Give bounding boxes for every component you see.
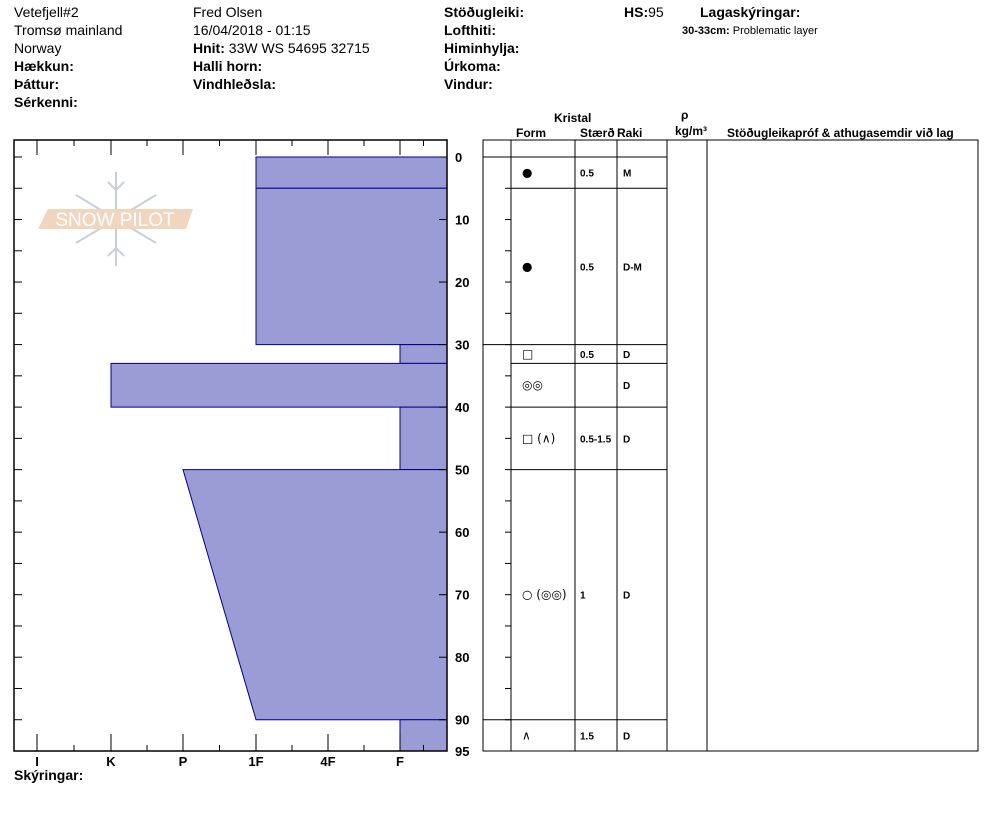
grain-form-symbol: □ bbox=[522, 347, 533, 361]
coords-value: 33W WS 54695 32715 bbox=[228, 40, 370, 56]
location-name: Vetefjell#2 bbox=[14, 4, 79, 20]
y-tick-label: 20 bbox=[455, 275, 469, 290]
elevation-label: Hækkun: bbox=[14, 58, 74, 74]
sky-cover-label: Himinhylja: bbox=[444, 40, 520, 56]
moisture: D bbox=[623, 434, 630, 445]
aspect-label: Þáttur: bbox=[14, 76, 60, 92]
hardness-bar-3 bbox=[110, 362, 448, 408]
snowpilot-logo: SNOW PILOT bbox=[38, 172, 193, 266]
legend-label: Skýringar: bbox=[14, 767, 84, 783]
rho-header: ρ bbox=[681, 108, 689, 122]
hardness-bar-5 bbox=[182, 469, 448, 721]
y-tick-label: 40 bbox=[455, 400, 469, 415]
layer-note: 30-33cm: Problematic layer bbox=[682, 22, 818, 40]
y-tick-label: 50 bbox=[455, 463, 469, 478]
layer-note-text: Problematic layer bbox=[732, 25, 818, 37]
air-temp-label: Lofthiti: bbox=[444, 22, 497, 38]
coordinates: Hnit: 33W WS 54695 32715 bbox=[193, 39, 370, 57]
location-country: Norway bbox=[14, 40, 62, 56]
moisture-header: Raki bbox=[617, 126, 643, 140]
logo-banner bbox=[38, 209, 193, 229]
layer-table-frame bbox=[482, 139, 979, 752]
y-tick-label: 90 bbox=[455, 713, 469, 728]
x-tick-label: P bbox=[179, 754, 188, 769]
y-tick-label: 95 bbox=[455, 744, 469, 759]
grain-size: 0.5 bbox=[580, 350, 594, 361]
hs-label: HS: bbox=[624, 4, 649, 20]
logo-text: SNOW PILOT bbox=[55, 210, 175, 231]
location-region: Tromsø mainland bbox=[14, 22, 123, 38]
x-tick-label: F bbox=[396, 754, 404, 769]
grain-size: 1 bbox=[580, 591, 586, 602]
grain-size: 0.5 bbox=[580, 169, 594, 180]
grain-size: 1.5 bbox=[580, 731, 594, 742]
moisture: D bbox=[623, 381, 630, 392]
slope-angle-label: Halli horn: bbox=[193, 58, 263, 74]
y-tick-label: 10 bbox=[455, 213, 469, 228]
size-header: Stærð bbox=[580, 126, 615, 140]
hs-value: 95 bbox=[648, 4, 664, 20]
hardness-bar-1 bbox=[255, 187, 448, 346]
y-tick-label: 80 bbox=[455, 650, 469, 665]
datetime: 16/04/2018 - 01:15 bbox=[193, 22, 311, 38]
kristal-header: Kristal bbox=[554, 111, 592, 125]
x-tick-label: 1F bbox=[248, 754, 263, 769]
density-unit-header: kg/m³ bbox=[675, 124, 708, 138]
hardness-bar-0 bbox=[255, 156, 448, 189]
wind-loading-label: Vindhleðsla: bbox=[193, 76, 276, 92]
grain-form-symbol: □ (∧) bbox=[522, 431, 555, 445]
grain-form-symbol: ◎◎ bbox=[522, 378, 543, 392]
y-tick-label: 0 bbox=[455, 150, 462, 165]
coords-label: Hnit: bbox=[193, 40, 225, 56]
grain-size: 0.5-1.5 bbox=[580, 434, 612, 445]
form-header: Form bbox=[516, 126, 546, 140]
grain-size: 0.5 bbox=[580, 262, 594, 273]
grain-form-symbol: ● bbox=[522, 166, 532, 180]
x-tick-label: I bbox=[35, 754, 39, 769]
layer-notes-title: Lagaskýringar: bbox=[700, 4, 801, 20]
moisture: D bbox=[623, 591, 630, 602]
moisture: D bbox=[623, 731, 630, 742]
y-tick-label: 30 bbox=[455, 338, 469, 353]
moisture: D-M bbox=[623, 262, 642, 273]
grain-form-symbol: ∧ bbox=[522, 728, 531, 742]
stability-label: Stöðugleiki: bbox=[444, 4, 525, 20]
moisture: D bbox=[623, 350, 630, 361]
snow-height: HS:95 bbox=[624, 3, 664, 21]
hardness-bar-2 bbox=[399, 344, 448, 364]
x-tick-label: K bbox=[106, 754, 116, 769]
y-tick-label: 60 bbox=[455, 525, 469, 540]
y-tick-label: 70 bbox=[455, 588, 469, 603]
moisture: M bbox=[623, 169, 631, 180]
grain-form-symbol: ● bbox=[522, 259, 532, 273]
comments-header: Stöðugleikapróf & athugasemdir við lag bbox=[727, 126, 954, 140]
features-label: Sérkenni: bbox=[14, 94, 78, 110]
wind-label: Vindur: bbox=[444, 76, 493, 92]
grain-form-symbol: ○ (◎◎) bbox=[522, 588, 567, 602]
observer-name: Fred Olsen bbox=[193, 4, 263, 20]
precipitation-label: Úrkoma: bbox=[444, 58, 501, 74]
hardness-bar-4 bbox=[399, 406, 448, 471]
x-tick-label: 4F bbox=[320, 754, 335, 769]
layer-note-range: 30-33cm: bbox=[682, 25, 730, 37]
